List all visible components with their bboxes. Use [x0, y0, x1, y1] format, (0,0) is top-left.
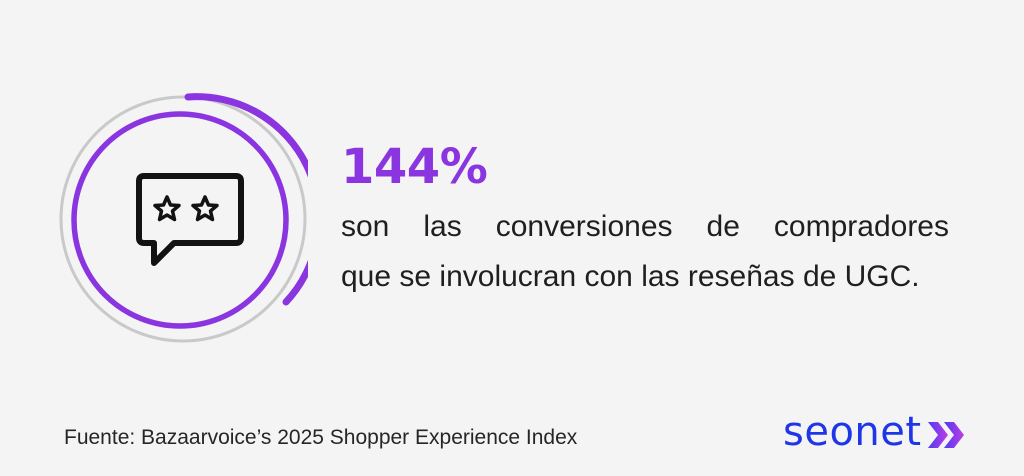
- chat-bubble-stars-icon: [136, 173, 244, 266]
- star-icon: [153, 195, 181, 222]
- stat-value: 144%: [341, 139, 488, 195]
- stat-ring-graphic: [58, 92, 323, 344]
- inner-ring: [71, 111, 289, 329]
- brand-wordmark: seonet: [783, 409, 922, 455]
- stat-description-line: que se involucran con las reseñas de UGC…: [341, 260, 920, 293]
- double-chevron-right-icon: [927, 422, 964, 448]
- outer-ring: [59, 95, 307, 343]
- stat-block: 144% son las conversiones de compradores…: [341, 136, 961, 302]
- source-citation: Fuente: Bazaarvoice’s 2025 Shopper Exper…: [64, 426, 578, 449]
- brand-logo: seonet: [783, 410, 968, 454]
- star-icon: [191, 195, 219, 222]
- ring-svg: [59, 93, 323, 343]
- stat-description: son las conversiones de compradores que …: [341, 202, 949, 302]
- stat-description-line: son las conversiones de compradores: [341, 210, 949, 243]
